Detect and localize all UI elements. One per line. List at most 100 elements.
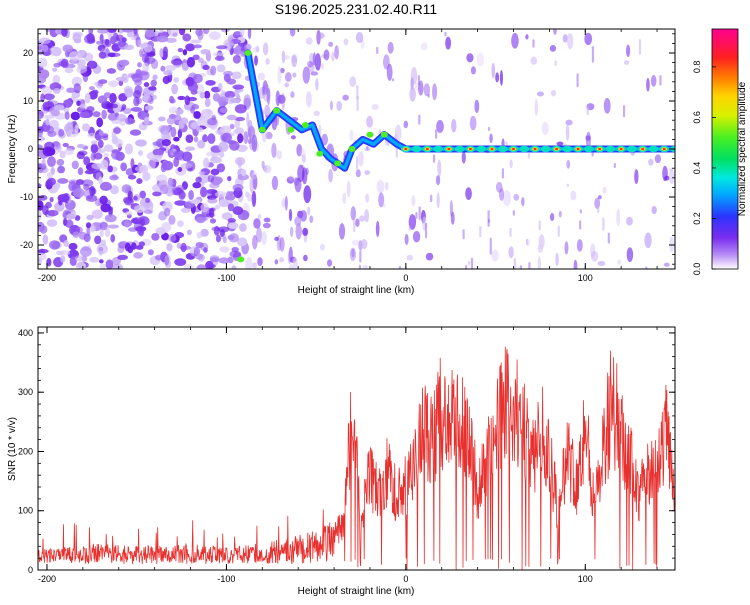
noise-blob — [234, 87, 239, 98]
noise-blob — [93, 152, 103, 160]
noise-blob — [295, 223, 302, 240]
noise-blob — [218, 141, 229, 152]
noise-blob — [425, 252, 434, 261]
noise-blob — [84, 92, 91, 104]
noise-blob — [40, 93, 45, 103]
noise-blob — [160, 65, 166, 72]
noise-blob — [182, 33, 192, 42]
noise-blob — [85, 194, 98, 202]
noise-blob — [107, 165, 113, 173]
signal-node — [519, 145, 530, 153]
noise-streak — [576, 73, 579, 88]
noise-streak — [645, 266, 648, 269]
noise-blob — [404, 233, 409, 246]
noise-blob — [167, 148, 173, 154]
noise-blob — [465, 187, 472, 200]
noise-streak — [554, 60, 557, 66]
noise-blob — [74, 255, 84, 262]
noise-blob — [162, 75, 170, 85]
noise-blob — [432, 83, 438, 101]
y-tick-label: -20 — [20, 240, 33, 250]
noise-blob — [309, 215, 314, 224]
noise-blob — [169, 95, 175, 104]
noise-blob — [90, 143, 99, 154]
x-tick-label: -100 — [217, 574, 235, 584]
noise-blob — [98, 130, 104, 136]
noise-blob — [142, 62, 150, 73]
noise-blob — [72, 187, 85, 198]
noise-blob — [152, 141, 162, 146]
noise-blob — [436, 192, 440, 209]
noise-blob — [190, 39, 202, 44]
noise-blob — [307, 62, 315, 73]
noise-blob — [585, 131, 591, 149]
noise-blob — [195, 29, 203, 37]
noise-blob — [96, 29, 109, 34]
noise-blob — [266, 88, 271, 106]
noise-blob — [99, 195, 108, 205]
noise-blob — [313, 110, 321, 117]
noise-blob — [152, 74, 158, 80]
noise-blob — [362, 265, 368, 269]
noise-blob — [107, 52, 116, 58]
noise-blob — [38, 194, 48, 201]
noise-blob — [38, 69, 50, 79]
noise-blob — [253, 218, 261, 229]
noise-blob — [229, 123, 235, 130]
noise-blob — [245, 191, 250, 198]
noise-blob — [196, 264, 207, 269]
noise-blob — [53, 87, 61, 94]
noise-blob — [107, 29, 117, 33]
noise-blob — [663, 262, 670, 267]
x-tick-label: 100 — [578, 273, 593, 283]
signal-peak — [404, 148, 408, 150]
noise-blob — [174, 258, 187, 266]
noise-blob — [173, 77, 180, 83]
noise-streak — [353, 220, 356, 233]
noise-blob — [83, 156, 91, 166]
noise-blob — [152, 154, 162, 163]
noise-blob — [255, 227, 263, 243]
noise-blob — [152, 94, 157, 100]
noise-blob — [288, 175, 295, 182]
noise-blob — [284, 72, 292, 82]
noise-streak — [355, 156, 359, 170]
snr-panel: -200 -100 0 100 0 100 200 300 400 Height of str… — [7, 326, 676, 597]
noise-blob — [365, 193, 370, 203]
noise-blob — [78, 111, 90, 119]
noise-blob — [209, 255, 220, 261]
noise-blob — [576, 239, 583, 252]
noise-blob — [104, 227, 111, 238]
noise-blob — [176, 242, 182, 249]
noise-blob — [120, 162, 128, 172]
spectrogram-y-ticks: -20 -10 0 10 20 — [20, 33, 675, 265]
snr-y-ticks: 0 100 200 300 400 — [18, 328, 675, 575]
noise-blob — [190, 106, 195, 114]
noise-blob — [196, 216, 206, 224]
noise-blob — [46, 125, 54, 134]
noise-blob — [342, 192, 347, 205]
noise-blob — [91, 209, 103, 220]
noise-blob — [315, 78, 319, 91]
noise-blob — [408, 214, 417, 230]
noise-blob — [654, 154, 662, 164]
y-tick-label: 400 — [18, 328, 33, 338]
signal-node — [411, 145, 422, 153]
noise-blob — [549, 44, 557, 52]
noise-blob — [567, 33, 574, 50]
noise-blob — [135, 226, 147, 232]
noise-blob — [196, 127, 203, 133]
noise-blob — [254, 55, 258, 66]
noise-blob — [509, 159, 513, 169]
noise-blob — [305, 167, 309, 176]
noise-blob — [62, 142, 69, 148]
noise-blob — [96, 117, 104, 128]
noise-blob — [130, 158, 135, 170]
noise-blob — [355, 218, 360, 228]
signal-node — [497, 145, 508, 153]
noise-blob — [281, 50, 286, 64]
noise-blob — [129, 129, 142, 136]
noise-blob — [411, 195, 416, 207]
noise-blob — [342, 94, 349, 101]
noise-blob — [549, 213, 555, 222]
